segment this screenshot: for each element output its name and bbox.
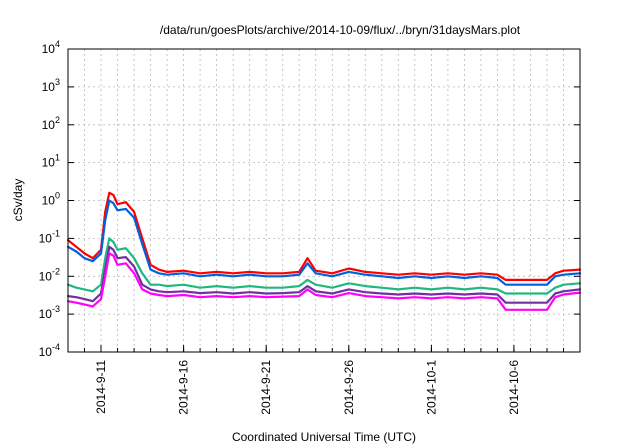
- chart-title: /data/run/goesPlots/archive/2014-10-09/f…: [160, 23, 521, 37]
- grid-lines: [68, 49, 580, 352]
- y-tick-label: 104: [42, 39, 60, 56]
- x-tick-label: 2014-9-26: [342, 360, 356, 415]
- series-line-4: [66, 245, 582, 304]
- x-tick-label: 2014-10-6: [507, 360, 521, 415]
- x-tick-label: 2014-10-1: [424, 360, 438, 415]
- y-tick-label: 100: [42, 191, 60, 208]
- series-line-5: [66, 252, 582, 311]
- y-axis-title: cSv/day: [11, 179, 25, 222]
- series-line-2: [66, 199, 582, 286]
- x-axis-title: Coordinated Universal Time (UTC): [232, 430, 416, 444]
- series-line-3: [66, 237, 582, 295]
- y-tick-label: 10-2: [39, 266, 60, 283]
- y-tick-label: 101: [42, 153, 60, 170]
- y-tick-label: 10-3: [39, 304, 60, 321]
- x-tick-label: 2014-9-16: [177, 360, 191, 415]
- x-axis-ticks: 2014-9-11 2014-9-16 2014-9-21 2014-9-26 2014…: [84, 345, 564, 415]
- series-lines: [66, 191, 582, 311]
- y-tick-label: 10-4: [39, 342, 60, 359]
- series-line-1: [66, 191, 582, 281]
- y-tick-label: 102: [42, 115, 60, 132]
- x-tick-label: 2014-9-11: [94, 360, 108, 414]
- x-tick-label: 2014-9-21: [259, 360, 273, 415]
- y-axis-ticks: 10-4 10-3 10-2 10-1 100 101 102 103 104: [39, 39, 580, 359]
- y-tick-label: 103: [42, 77, 60, 94]
- y-tick-label: 10-1: [39, 228, 60, 245]
